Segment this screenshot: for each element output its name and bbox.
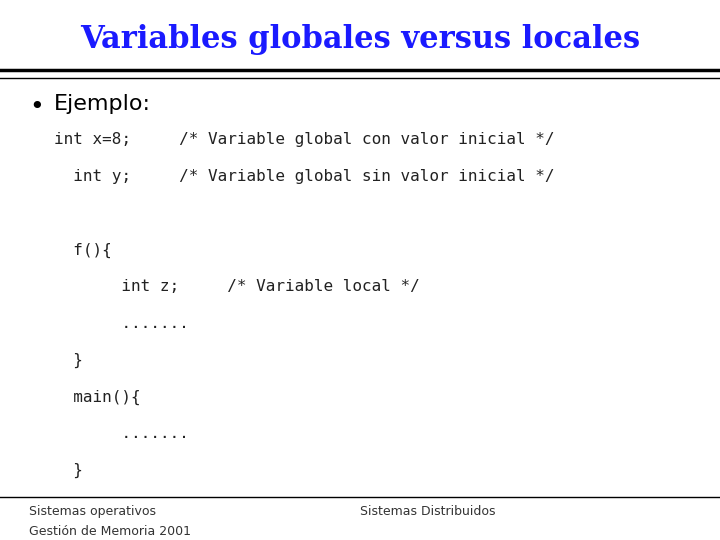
Text: Sistemas Distribuidos: Sistemas Distribuidos	[360, 505, 495, 518]
Text: Ejemplo:: Ejemplo:	[54, 94, 151, 114]
Text: }: }	[54, 353, 83, 368]
Text: int y;     /* Variable global sin valor inicial */: int y; /* Variable global sin valor inic…	[54, 169, 554, 184]
Text: main(){: main(){	[54, 389, 140, 404]
Text: .......: .......	[54, 426, 189, 441]
Text: •: •	[29, 94, 43, 118]
Text: int z;     /* Variable local */: int z; /* Variable local */	[54, 279, 420, 294]
Text: f(){: f(){	[54, 242, 112, 258]
Text: Variables globales versus locales: Variables globales versus locales	[80, 24, 640, 55]
Text: Sistemas operativos: Sistemas operativos	[29, 505, 156, 518]
Text: int x=8;     /* Variable global con valor inicial */: int x=8; /* Variable global con valor in…	[54, 132, 554, 147]
Text: .......: .......	[54, 316, 189, 331]
Text: }: }	[54, 463, 83, 478]
Text: Gestión de Memoria 2001: Gestión de Memoria 2001	[29, 525, 191, 538]
